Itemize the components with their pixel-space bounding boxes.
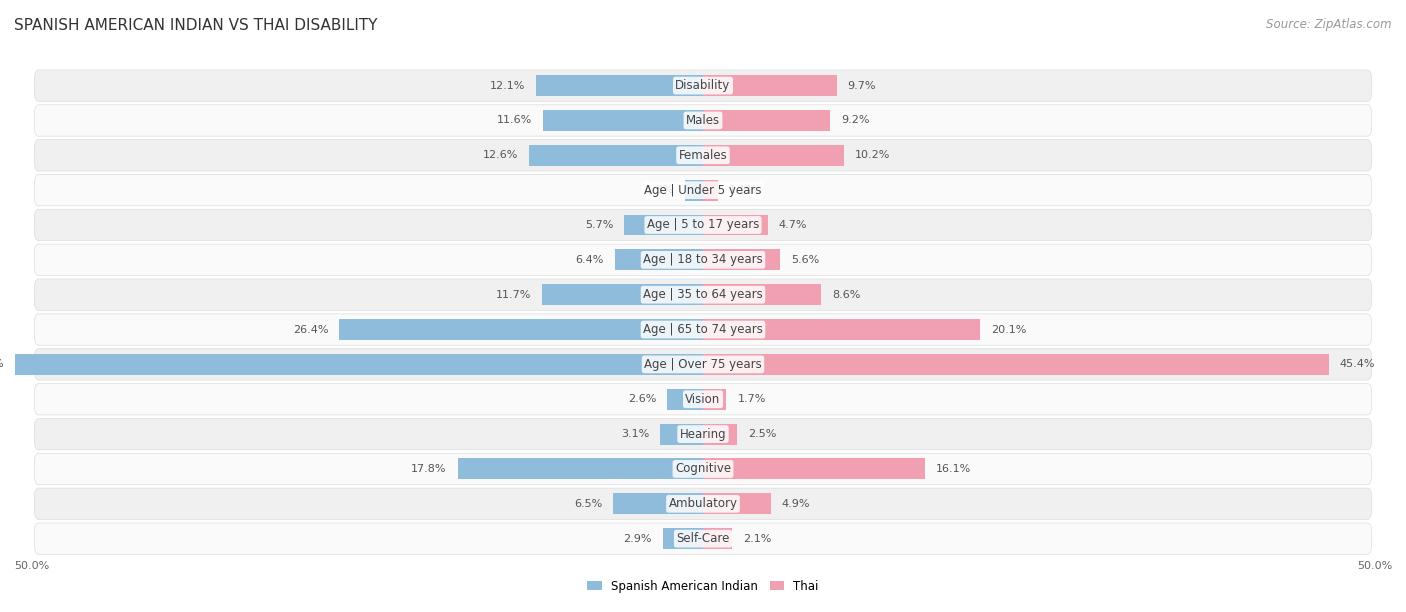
Text: 9.2%: 9.2% xyxy=(841,116,869,125)
Text: Males: Males xyxy=(686,114,720,127)
FancyBboxPatch shape xyxy=(34,209,1372,241)
Text: Hearing: Hearing xyxy=(679,428,727,441)
Bar xyxy=(703,354,1329,375)
Text: Age | 35 to 64 years: Age | 35 to 64 years xyxy=(643,288,763,301)
FancyBboxPatch shape xyxy=(34,384,1372,415)
FancyBboxPatch shape xyxy=(34,279,1372,310)
Bar xyxy=(661,424,703,444)
Bar xyxy=(668,389,703,409)
Bar xyxy=(536,75,703,96)
FancyBboxPatch shape xyxy=(34,349,1372,380)
Bar xyxy=(541,284,703,305)
Text: Age | 18 to 34 years: Age | 18 to 34 years xyxy=(643,253,763,266)
Text: 12.6%: 12.6% xyxy=(484,151,519,160)
Text: 10.2%: 10.2% xyxy=(855,151,890,160)
Text: 8.6%: 8.6% xyxy=(832,289,860,300)
Text: Age | Over 75 years: Age | Over 75 years xyxy=(644,358,762,371)
Text: 26.4%: 26.4% xyxy=(292,324,328,335)
Text: 12.1%: 12.1% xyxy=(489,81,526,91)
Bar xyxy=(703,110,830,131)
Bar xyxy=(703,528,733,549)
Text: 17.8%: 17.8% xyxy=(411,464,447,474)
Bar xyxy=(703,249,780,271)
FancyBboxPatch shape xyxy=(34,174,1372,206)
Text: 2.5%: 2.5% xyxy=(748,429,778,439)
Bar xyxy=(685,180,703,201)
Text: 45.4%: 45.4% xyxy=(1340,359,1375,370)
Text: 1.1%: 1.1% xyxy=(730,185,758,195)
Bar xyxy=(703,145,844,166)
Text: Self-Care: Self-Care xyxy=(676,532,730,545)
Bar xyxy=(703,389,727,409)
Text: SPANISH AMERICAN INDIAN VS THAI DISABILITY: SPANISH AMERICAN INDIAN VS THAI DISABILI… xyxy=(14,18,378,34)
FancyBboxPatch shape xyxy=(34,453,1372,485)
FancyBboxPatch shape xyxy=(34,419,1372,450)
Bar xyxy=(703,458,925,479)
Text: 50.0%: 50.0% xyxy=(14,561,49,571)
FancyBboxPatch shape xyxy=(34,314,1372,345)
Text: 5.7%: 5.7% xyxy=(585,220,613,230)
Text: 49.9%: 49.9% xyxy=(0,359,4,370)
Text: 2.6%: 2.6% xyxy=(627,394,657,405)
Bar xyxy=(703,180,718,201)
Text: 16.1%: 16.1% xyxy=(936,464,972,474)
Text: 4.9%: 4.9% xyxy=(782,499,810,509)
FancyBboxPatch shape xyxy=(34,105,1372,136)
FancyBboxPatch shape xyxy=(34,140,1372,171)
Text: Age | 65 to 74 years: Age | 65 to 74 years xyxy=(643,323,763,336)
FancyBboxPatch shape xyxy=(34,244,1372,275)
Bar xyxy=(703,284,821,305)
Text: 3.1%: 3.1% xyxy=(621,429,650,439)
Text: Disability: Disability xyxy=(675,79,731,92)
Text: 1.7%: 1.7% xyxy=(738,394,766,405)
Bar xyxy=(624,215,703,236)
Bar xyxy=(15,354,703,375)
Legend: Spanish American Indian, Thai: Spanish American Indian, Thai xyxy=(582,575,824,597)
Text: 20.1%: 20.1% xyxy=(991,324,1026,335)
Bar xyxy=(339,319,703,340)
FancyBboxPatch shape xyxy=(34,523,1372,554)
Text: Cognitive: Cognitive xyxy=(675,463,731,476)
Bar xyxy=(664,528,703,549)
Text: 2.1%: 2.1% xyxy=(742,534,772,543)
Text: 4.7%: 4.7% xyxy=(779,220,807,230)
Text: Source: ZipAtlas.com: Source: ZipAtlas.com xyxy=(1267,18,1392,31)
Bar xyxy=(543,110,703,131)
Text: Ambulatory: Ambulatory xyxy=(668,498,738,510)
Bar xyxy=(613,493,703,514)
Text: Age | 5 to 17 years: Age | 5 to 17 years xyxy=(647,218,759,231)
Bar xyxy=(703,319,980,340)
Bar xyxy=(530,145,703,166)
FancyBboxPatch shape xyxy=(34,70,1372,101)
Text: 9.7%: 9.7% xyxy=(848,81,876,91)
FancyBboxPatch shape xyxy=(34,488,1372,520)
Bar xyxy=(703,75,837,96)
Text: Females: Females xyxy=(679,149,727,162)
Text: 50.0%: 50.0% xyxy=(1357,561,1392,571)
Bar xyxy=(458,458,703,479)
Bar xyxy=(703,493,770,514)
Text: 1.3%: 1.3% xyxy=(645,185,673,195)
Text: 5.6%: 5.6% xyxy=(792,255,820,265)
Text: 6.5%: 6.5% xyxy=(574,499,602,509)
Text: 2.9%: 2.9% xyxy=(623,534,652,543)
Text: 11.6%: 11.6% xyxy=(496,116,531,125)
Bar xyxy=(614,249,703,271)
Text: Age | Under 5 years: Age | Under 5 years xyxy=(644,184,762,196)
Text: 11.7%: 11.7% xyxy=(495,289,531,300)
Bar xyxy=(703,424,738,444)
Text: 6.4%: 6.4% xyxy=(575,255,603,265)
Text: Vision: Vision xyxy=(685,393,721,406)
Bar xyxy=(703,215,768,236)
